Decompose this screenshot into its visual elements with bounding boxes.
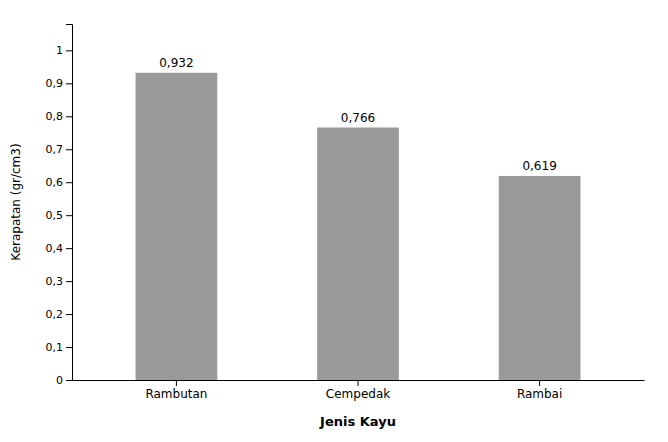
x-axis: Rambutan Cempedak Rambai [73,380,645,401]
x-tick-label: Cempedak [326,387,390,401]
y-tick-label: 0,9 [46,77,64,90]
y-tick-label: 0,3 [46,275,64,288]
data-label: 0,932 [159,56,193,70]
x-tick-mark [358,380,359,386]
bar [136,73,218,380]
x-tick: Rambutan [145,380,207,401]
y-tick-mark [66,116,72,117]
data-label: 0,619 [522,159,556,173]
y-tick-label: 0 [56,374,63,387]
y-tick: 0 [56,374,72,387]
bars [136,73,581,380]
y-tick-label: 0,6 [46,176,64,189]
y-tick: 0,4 [46,242,73,255]
chart-container: Rambutan Cempedak Rambai 0 0,1 0,2 0,3 0,4 0,5 0,… [0,0,668,442]
y-axis-title: Kerapatan (gr/cm3) [9,143,23,260]
y-axis: 0 0,1 0,2 0,3 0,4 0,5 0,6 0,7 0,8 0,9 1 [46,25,73,388]
y-tick: 0,2 [46,308,73,321]
y-tick-label: 0,7 [46,143,64,156]
y-tick: 0,1 [46,341,73,354]
y-tick-mark [66,380,72,381]
bar [317,128,399,380]
data-label: 0,766 [341,111,375,125]
plot: Rambutan Cempedak Rambai 0 0,1 0,2 0,3 0,4 0,5 0,… [46,25,645,401]
x-tick: Cempedak [326,380,390,401]
y-tick-mark [66,314,72,315]
y-tick: 0,7 [46,143,73,156]
y-tick-mark [66,215,72,216]
x-tick-mark [176,380,177,386]
y-tick-label: 1 [56,44,63,57]
y-tick-mark [66,248,72,249]
y-tick-mark [66,149,72,150]
x-axis-title: Jenis Kayu [319,414,396,429]
y-tick: 0,9 [46,77,73,90]
data-labels: 0,932 0,766 0,619 [159,56,557,173]
y-tick: 0,6 [46,176,73,189]
x-tick: Rambai [517,380,562,401]
y-tick-mark [66,83,72,84]
y-tick: 0,5 [46,209,73,222]
chart-svg: Rambutan Cempedak Rambai 0 0,1 0,2 0,3 0,4 0,5 0,… [0,0,668,442]
y-tick: 0,3 [46,275,73,288]
x-tick-mark [539,380,540,386]
y-tick-label: 0,1 [46,341,64,354]
y-tick-label: 0,2 [46,308,64,321]
y-tick-label: 0,5 [46,209,64,222]
y-tick-mark [66,182,72,183]
y-tick-label: 0,4 [46,242,64,255]
y-tick-mark [66,281,72,282]
bar [499,176,581,380]
y-tick-label: 0,8 [46,110,64,123]
x-tick-label: Rambutan [145,387,207,401]
y-tick: 0,8 [46,110,73,123]
x-tick-label: Rambai [517,387,562,401]
y-tick: 1 [56,44,72,57]
y-tick-mark [66,347,72,348]
axis-line [66,25,73,381]
y-tick-mark [66,50,72,51]
